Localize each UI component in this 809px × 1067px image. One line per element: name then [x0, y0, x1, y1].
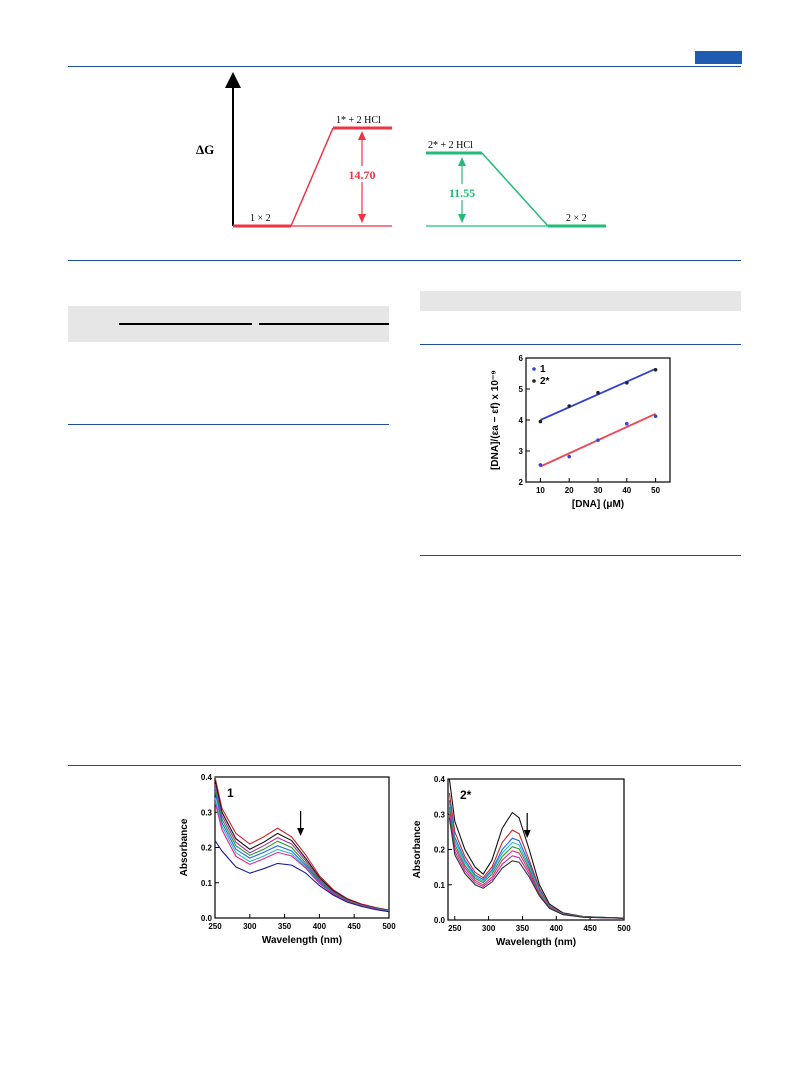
absorbance-plot-2: 250 300 350 400 450 500 0.0 0.1 0.2 0.3 0.4 Wavelen…	[412, 775, 631, 948]
left-end-label: 1* + 2 HCl	[336, 115, 381, 126]
dna-binding-plot: 10 20 30 40 50 2 3 4 5 6 [DNA] (μM) [DNA]/(εa − εf)…	[490, 354, 671, 510]
data-point-series-1	[653, 414, 658, 419]
right-transition-line	[481, 152, 549, 227]
x-tick-label: 250	[208, 922, 222, 931]
decrease-arrow-head	[523, 830, 531, 838]
spectrum-line-8	[448, 817, 625, 919]
y-tick-label: 0.0	[201, 914, 213, 923]
y-tick-label: 0.2	[434, 846, 446, 855]
data-point-series-2	[538, 419, 543, 424]
x-tick-label: 500	[617, 924, 631, 933]
right-column-rule-top	[420, 344, 741, 345]
spectrum-line-1	[214, 776, 390, 911]
x-tick-label: 30	[594, 486, 603, 495]
spectrum-line-4	[448, 803, 625, 919]
x-tick-label: 250	[448, 924, 462, 933]
spectrum-line-3	[448, 800, 625, 919]
x-tick-label: 10	[536, 486, 545, 495]
y-tick-label: 5	[519, 385, 524, 394]
decrease-arrow-head	[297, 828, 305, 836]
plot-frame	[447, 778, 625, 921]
spectrum-line-8	[214, 840, 390, 913]
left-start-label: 1 × 2	[250, 213, 271, 224]
y-axis-label: [DNA]/(εa − εf) x 10⁻⁹	[490, 370, 501, 470]
y-tick-label: 0.4	[201, 773, 213, 782]
right-column-rule-bottom	[420, 555, 741, 556]
right-gap-value: 11.55	[449, 186, 475, 200]
absorbance-plot-1: 250 300 350 400 450 500 0.0 0.1 0.2 0.3 0.4 Wavelen…	[179, 773, 396, 946]
spectrum-line-6	[214, 798, 390, 912]
x-axis-label: Wavelength (nm)	[496, 937, 576, 948]
y-tick-label: 0.3	[434, 810, 446, 819]
y-tick-label: 0.1	[434, 881, 446, 890]
header-rule	[68, 66, 741, 67]
x-tick-label: 50	[651, 486, 660, 495]
y-tick-label: 2	[519, 478, 524, 487]
legend-label-2: 2*	[540, 376, 550, 387]
panel-label: 2*	[460, 788, 472, 802]
left-gap-value: 14.70	[349, 168, 376, 182]
energy-diagram: ΔG 14.70 1 × 2 1* + 2 HCl 11.55 2* + 2 H…	[196, 72, 606, 228]
spectrum-line-6	[448, 810, 625, 919]
spectrum-line-4	[214, 787, 390, 912]
right-end-label: 2 × 2	[566, 213, 587, 224]
x-tick-label: 300	[243, 922, 257, 931]
y-tick-label: 3	[519, 447, 524, 456]
y-tick-label: 0.4	[434, 775, 446, 784]
table-right-header-shade	[420, 291, 741, 311]
spectrum-line-3	[214, 783, 390, 912]
y-tick-label: 6	[519, 354, 524, 363]
spectrum-line-1	[448, 778, 625, 919]
data-point-series-2	[596, 390, 600, 395]
data-point-series-2	[567, 404, 571, 408]
y-axis-label: Absorbance	[179, 818, 190, 876]
left-gap-arrow-bottom-head	[358, 214, 366, 223]
data-point-series-1	[567, 454, 571, 459]
legend-marker-1	[532, 367, 536, 371]
x-tick-label: 300	[482, 924, 496, 933]
table-left-group-line-2	[259, 323, 389, 325]
spectrum-line-2	[448, 793, 625, 919]
x-tick-label: 450	[348, 922, 362, 931]
section-rule-2	[68, 765, 741, 766]
left-transition-line	[290, 127, 334, 227]
x-tick-label: 350	[516, 924, 530, 933]
header-page-badge	[695, 51, 742, 64]
y-tick-label: 0.0	[434, 916, 446, 925]
x-tick-label: 20	[565, 486, 574, 495]
left-gap-arrow-top-head	[358, 131, 366, 140]
x-tick-label: 500	[382, 922, 396, 931]
spectrum-line-5	[448, 807, 625, 919]
y-tick-label: 0.1	[201, 879, 213, 888]
data-point-series-1	[538, 463, 543, 467]
section-rule-1	[68, 260, 741, 261]
energy-y-label: ΔG	[196, 142, 214, 157]
right-gap-arrow-top-head	[458, 157, 466, 166]
data-point-series-1	[625, 421, 629, 426]
y-tick-label: 0.2	[201, 844, 213, 853]
y-axis-label: Absorbance	[412, 820, 423, 878]
plot-frame	[214, 776, 390, 919]
panel-label: 1	[227, 786, 234, 800]
legend-label-1: 1	[540, 364, 546, 375]
spectrum-line-7	[448, 814, 625, 919]
data-point-series-2	[653, 367, 658, 372]
right-gap-arrow-bottom-head	[458, 214, 466, 223]
x-axis-label: [DNA] (μM)	[572, 499, 624, 510]
x-tick-label: 450	[583, 924, 597, 933]
x-tick-label: 40	[622, 486, 631, 495]
table-left-group-line-1	[119, 323, 252, 325]
x-tick-label: 400	[313, 922, 327, 931]
x-tick-label: 350	[278, 922, 292, 931]
spectrum-line-5	[214, 790, 390, 912]
x-axis-label: Wavelength (nm)	[262, 935, 342, 946]
y-tick-label: 0.3	[201, 808, 213, 817]
y-tick-label: 4	[519, 416, 524, 425]
legend-marker-2	[532, 379, 536, 383]
x-tick-label: 400	[550, 924, 564, 933]
data-point-series-2	[625, 381, 629, 385]
data-point-series-1	[596, 438, 600, 442]
right-start-label: 2* + 2 HCl	[428, 140, 473, 151]
left-column-rule	[68, 424, 389, 425]
